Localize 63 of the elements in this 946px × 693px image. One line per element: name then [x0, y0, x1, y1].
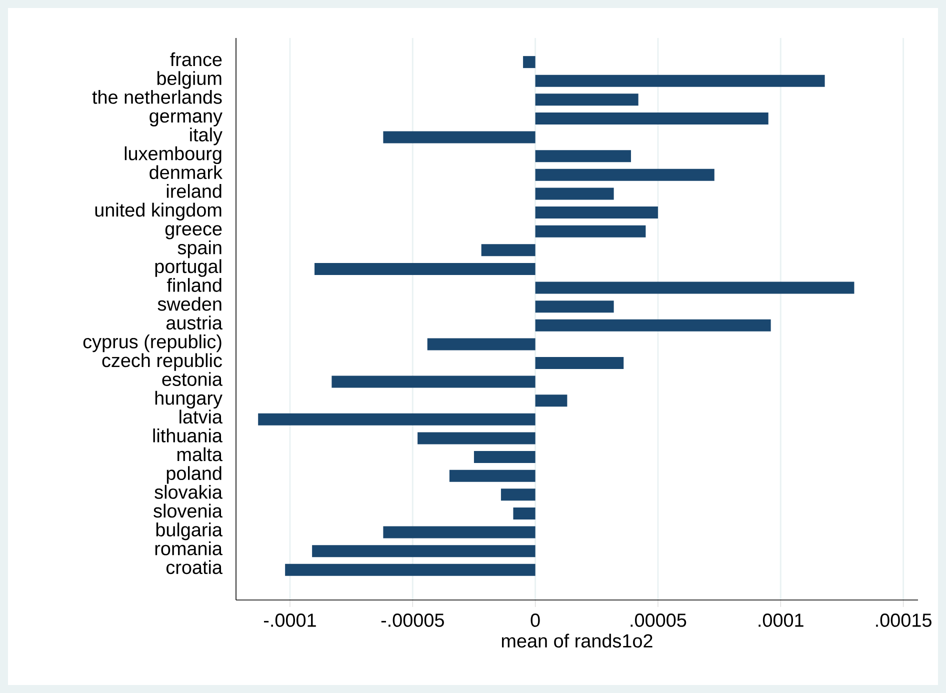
y-tick-label: spain	[178, 240, 222, 258]
y-tick-label: belgium	[157, 71, 222, 89]
y-tick-label: hungary	[155, 390, 222, 409]
y-tick-label: romania	[155, 541, 222, 556]
bar	[523, 56, 536, 68]
y-tick-label: latvia	[180, 410, 222, 424]
bar	[427, 338, 536, 350]
y-tick-label: united kingdom	[95, 202, 222, 220]
y-tick-label: estonia	[162, 372, 222, 386]
y-tick-label: greece	[165, 225, 222, 240]
bar	[535, 282, 854, 294]
y-tick-label: bulgaria	[156, 522, 222, 540]
y-tick-label: germany	[150, 112, 222, 126]
y-tick-label: portugal	[155, 259, 222, 277]
bar	[449, 470, 536, 482]
bar	[535, 394, 568, 407]
x-tick-label: -.00005	[381, 613, 444, 627]
y-tick-label: cyprus (republic)	[83, 334, 222, 352]
bar	[332, 376, 536, 388]
x-axis-title: mean of rands1o2	[502, 634, 652, 648]
bar	[383, 131, 536, 144]
bar	[258, 413, 536, 426]
x-tick-label: 0	[530, 613, 540, 627]
bar	[535, 225, 646, 238]
x-tick-label: .00015	[876, 613, 932, 627]
y-tick-label: italy	[190, 128, 222, 146]
y-tick-label: slovakia	[154, 484, 222, 499]
bar	[535, 150, 631, 162]
y-tick-label: austria	[166, 316, 222, 330]
bar	[535, 206, 658, 219]
bar	[312, 545, 536, 558]
y-tick-label: denmark	[150, 165, 223, 180]
bar	[474, 451, 536, 464]
y-tick-label: poland	[166, 466, 222, 484]
bar	[535, 168, 714, 181]
bar	[481, 244, 536, 256]
bar	[535, 94, 638, 106]
y-tick-label: lithuania	[153, 428, 222, 442]
bar	[535, 356, 624, 369]
y-tick-label: luxembourg	[124, 146, 222, 164]
y-tick-label: czech republic	[102, 353, 222, 371]
bar	[314, 262, 536, 275]
y-tick-label: france	[170, 52, 222, 66]
bar	[535, 188, 614, 200]
x-tick-label: .00005	[630, 613, 686, 627]
bar	[500, 488, 536, 501]
bar	[285, 564, 536, 576]
bar	[418, 432, 536, 444]
y-tick-label: malta	[177, 447, 222, 462]
y-tick-label: slovenia	[154, 504, 222, 518]
y-tick-label: ireland	[166, 184, 222, 198]
y-tick-label: sweden	[158, 296, 222, 311]
bar	[383, 526, 536, 538]
bar	[535, 74, 825, 87]
y-tick-label: finland	[166, 278, 222, 292]
bar	[535, 112, 768, 124]
x-tick-label: -.0001	[264, 613, 316, 627]
y-tick-label: croatia	[166, 560, 222, 574]
bar	[513, 507, 536, 520]
y-tick-label: the netherlands	[92, 90, 222, 104]
bar	[535, 319, 771, 332]
bar	[535, 300, 614, 313]
x-tick-label: .0001	[758, 613, 804, 627]
